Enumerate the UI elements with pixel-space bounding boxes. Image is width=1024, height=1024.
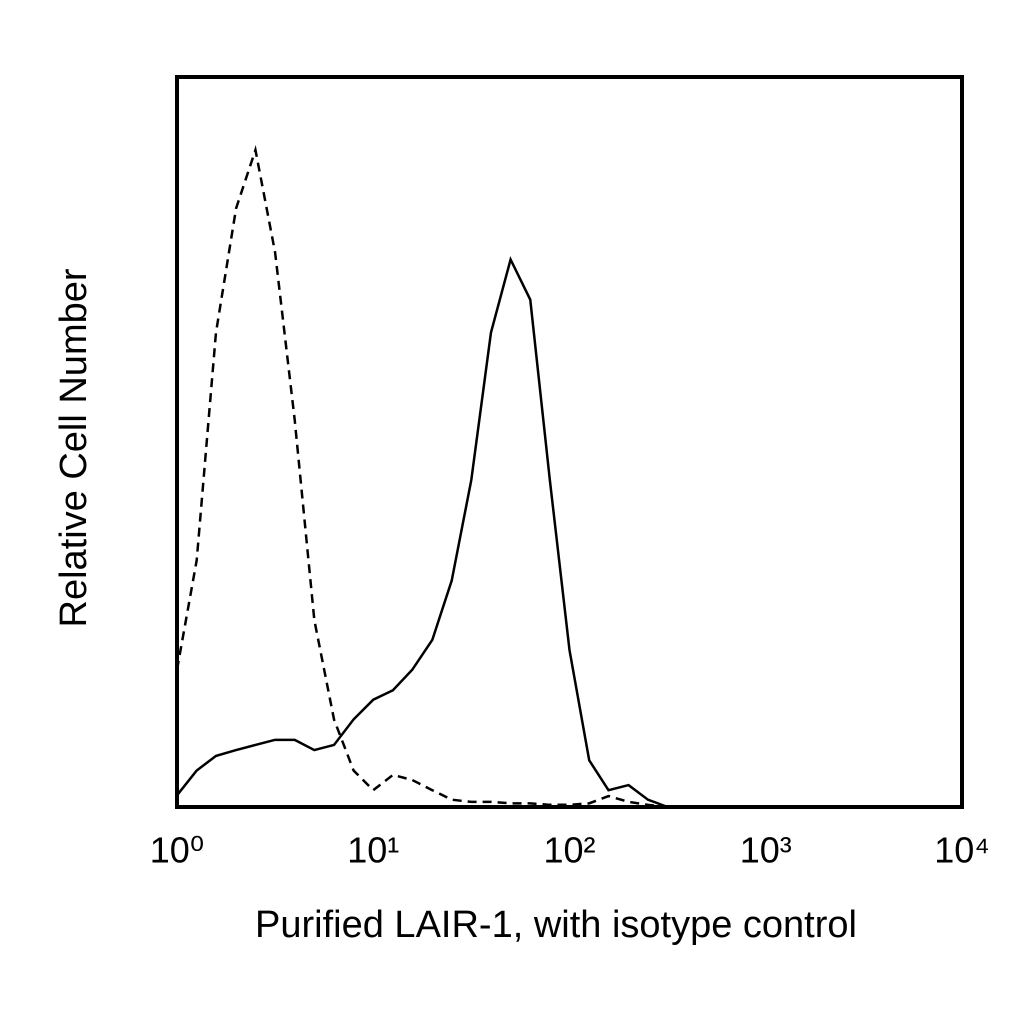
y-axis-label: Relative Cell Number [53,268,95,627]
plot-frame [175,75,964,809]
histogram-line [175,145,668,809]
histogram-line [176,255,668,809]
x-tick-label: 10¹ [347,830,399,871]
x-tick-label: 10² [543,830,595,871]
x-tick-label: 10³ [740,830,792,871]
x-tick-label: 10⁴ [934,830,990,871]
x-axis-label: Purified LAIR-1, with isotype control [255,904,857,946]
x-tick-label: 10⁰ [150,830,204,871]
